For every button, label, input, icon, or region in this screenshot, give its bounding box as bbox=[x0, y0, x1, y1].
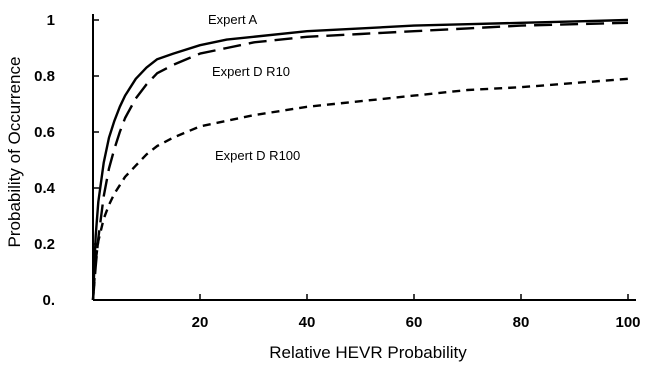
y-tick-label: 0.6 bbox=[34, 124, 55, 141]
axes bbox=[92, 14, 636, 301]
y-ticks: 0. 0.2 0.4 0.6 0.8 1 bbox=[34, 12, 99, 309]
y-axis-title: Probability of Occurrence bbox=[5, 57, 24, 248]
x-tick-label: 40 bbox=[299, 314, 316, 331]
x-ticks: 20 40 60 80 100 bbox=[192, 294, 641, 331]
x-tick-label: 20 bbox=[192, 314, 209, 331]
x-axis-title: Relative HEVR Probability bbox=[269, 343, 467, 362]
series-line-expert-d-r10 bbox=[91, 21, 629, 301]
series-line-expert-a bbox=[91, 18, 629, 301]
x-tick-label: 60 bbox=[406, 314, 423, 331]
y-tick-label: 0.8 bbox=[34, 68, 55, 85]
series-label-expert-d-r10: Expert D R10 bbox=[212, 64, 290, 79]
y-tick-label: 0.2 bbox=[34, 236, 55, 253]
y-tick-label: 0.4 bbox=[34, 180, 56, 197]
y-tick-label: 1 bbox=[47, 12, 55, 29]
x-tick-label: 100 bbox=[615, 314, 640, 331]
y-tick-label: 0. bbox=[42, 292, 55, 309]
series-label-expert-a: Expert A bbox=[208, 12, 257, 27]
series-line-expert-d-r100 bbox=[91, 77, 629, 301]
series-label-expert-d-r100: Expert D R100 bbox=[215, 148, 300, 163]
series-lines bbox=[91, 18, 629, 301]
series-labels: Expert A Expert D R10 Expert D R100 bbox=[208, 12, 300, 163]
x-tick-label: 80 bbox=[513, 314, 530, 331]
